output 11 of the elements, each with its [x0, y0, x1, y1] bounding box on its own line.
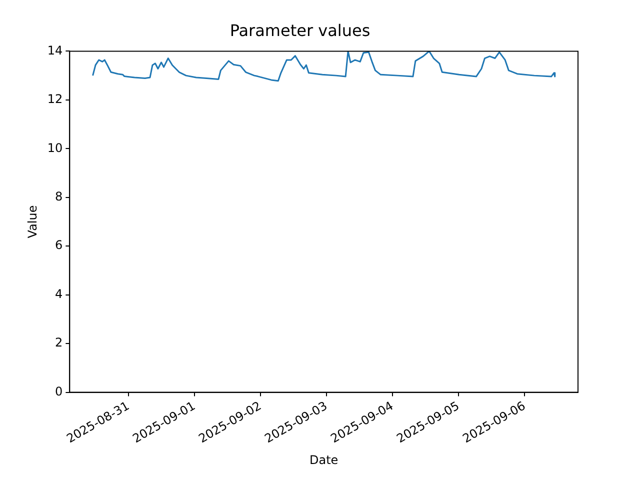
y-tick-label: 14	[47, 43, 63, 58]
y-tick-label: 4	[55, 286, 63, 301]
y-tick-label: 12	[47, 92, 63, 106]
y-tick-label: 6	[55, 238, 63, 252]
y-tick-label: 10	[47, 140, 63, 155]
x-axis-title: Date	[309, 452, 338, 467]
chart-title: Parameter values	[230, 20, 370, 40]
y-axis-title: Value	[25, 205, 40, 238]
y-tick-label: 2	[55, 336, 63, 350]
y-tick-label: 0	[55, 384, 63, 398]
y-tick-label: 8	[55, 189, 63, 204]
